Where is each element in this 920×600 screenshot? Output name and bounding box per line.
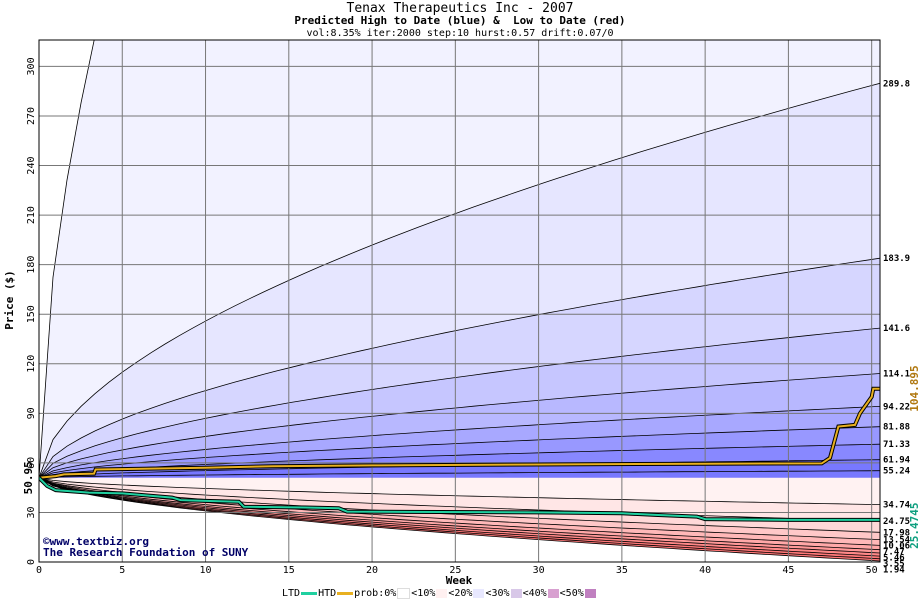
- high-curve-7: [39, 443, 880, 479]
- legend-swatch-10: [436, 589, 448, 598]
- legend-bin-30: <30%: [485, 588, 510, 599]
- legend-ltd-label: LTD: [282, 588, 301, 599]
- low-percentile-label: 24.75: [883, 517, 910, 527]
- y-tick-label: 120: [26, 355, 37, 373]
- chart-subtitle: Predicted High to Date (blue) & Low to D…: [294, 14, 626, 27]
- low-percentile-label: 3.55: [883, 560, 905, 570]
- low-percentile-label: 34.74: [883, 501, 911, 511]
- chart-title: Tenax Therapeutics Inc - 2007: [346, 1, 574, 16]
- low-band-5: [39, 477, 880, 550]
- y-tick-label: 60: [26, 457, 37, 469]
- x-tick-label: 10: [200, 565, 212, 576]
- ltd-final-label: 25.4745: [908, 502, 920, 548]
- x-tick-label: 30: [533, 565, 545, 576]
- y-tick-label: 300: [26, 57, 37, 75]
- high-band-9: [39, 470, 880, 478]
- low-curve-8: [39, 477, 880, 560]
- high-percentile-label: 61.94: [883, 456, 911, 466]
- y-axis-label: Price ($): [3, 270, 16, 330]
- x-tick-label: 0: [36, 565, 42, 576]
- high-percentile-label: 141.6: [883, 324, 910, 334]
- high-percentile-label: 55.24: [883, 467, 911, 477]
- low-curve-6: [39, 477, 880, 554]
- legend-prob-label: prob:0%: [354, 588, 397, 599]
- y-tick-label: 150: [26, 305, 37, 323]
- high-percentile-label: 289.8: [883, 79, 910, 89]
- x-tick-label: 45: [782, 565, 794, 576]
- credit-url: ©www.textbiz.org: [43, 535, 149, 548]
- low-curve-2: [39, 477, 880, 533]
- percentile-bands: [39, 40, 880, 562]
- high-percentile-label: 94.22: [883, 402, 910, 412]
- htd-series-line: [39, 387, 880, 479]
- legend-bin-50: <50%: [559, 588, 584, 599]
- legend-swatch-50: [584, 589, 596, 598]
- x-tick-label: 20: [366, 565, 378, 576]
- legend-bin-20: <20%: [448, 588, 473, 599]
- low-curve-9: [39, 477, 880, 562]
- legend-htd-line: [337, 592, 354, 595]
- low-percentile-label: 7.47: [883, 548, 905, 558]
- low-band-2: [39, 477, 880, 533]
- low-curve-0: [39, 477, 880, 505]
- credit-organization: The Research Foundation of SUNY: [43, 546, 249, 559]
- x-tick-label: 5: [119, 565, 125, 576]
- high-curve-2: [39, 257, 880, 479]
- percentile-labels: 289.8 183.9 141.6 114.1 94.22 81.88 71.33 61.94…: [22, 79, 920, 575]
- x-tick-label: 15: [283, 565, 295, 576]
- low-percentile-label: 10.06: [883, 542, 910, 552]
- high-percentile-label: 114.1: [883, 370, 910, 380]
- x-tick-label: 50: [866, 565, 878, 576]
- low-curve-5: [39, 477, 880, 551]
- x-tick-label: 35: [616, 565, 628, 576]
- legend: LTD HTD prob:0% <10% <20% <30% <40% <50%: [282, 587, 597, 600]
- legend-htd-label: HTD: [318, 588, 337, 599]
- high-curve-9: [39, 470, 880, 479]
- low-curve-4: [39, 477, 880, 546]
- ltd-series-line: [39, 477, 880, 521]
- y-tick-label: 240: [26, 157, 37, 175]
- legend-ltd-line: [301, 592, 318, 595]
- low-percentile-label: 1.94: [883, 566, 905, 576]
- low-curve-1: [39, 477, 880, 522]
- legend-swatch-0: [397, 588, 411, 599]
- y-tick-label: 0: [26, 559, 37, 565]
- low-band-0: [39, 477, 880, 505]
- high-curve-6: [39, 426, 880, 479]
- legend-swatch-40: [547, 589, 559, 598]
- low-curve-7: [39, 477, 880, 557]
- low-band-4: [39, 477, 880, 546]
- y-tick-label: 90: [26, 407, 37, 419]
- high-curve-4: [39, 373, 880, 479]
- chart-parameters: vol:8.35% iter:2000 step:10 hurst:0.57 d…: [306, 28, 614, 39]
- plot-frame: [38, 39, 881, 563]
- low-band-1: [39, 477, 880, 522]
- high-curve-1: [39, 82, 880, 478]
- x-tick-label: 25: [449, 565, 461, 576]
- y-tick-label: 180: [26, 256, 37, 274]
- legend-swatch-30: [510, 589, 522, 598]
- start-price-label: 50.95: [22, 461, 35, 494]
- y-tick-label: 30: [26, 506, 37, 518]
- low-percentile-label: 5.46: [883, 554, 905, 564]
- series-lines: [39, 386, 880, 522]
- low-percentile-label: 13.54: [883, 536, 911, 546]
- axis-ticks: 0 5 10 15 20 25 30 35 40 45 50 0 30 60 90 120 150 180 210 2…: [26, 57, 878, 576]
- legend-swatch-20: [473, 589, 485, 598]
- high-curve-3: [39, 327, 880, 479]
- plot-border: [38, 39, 881, 563]
- x-axis-label: Week: [446, 574, 473, 587]
- legend-bin-10: <10%: [411, 588, 436, 599]
- high-percentile-label: 81.88: [883, 423, 910, 433]
- x-tick-label: 40: [699, 565, 711, 576]
- low-percentile-label: 17.98: [883, 528, 910, 538]
- high-percentile-label: 183.9: [883, 254, 910, 264]
- high-percentile-label: 71.33: [883, 440, 910, 450]
- y-tick-label: 210: [26, 206, 37, 224]
- htd-final-label: 104.895: [908, 365, 920, 411]
- y-tick-label: 270: [26, 107, 37, 125]
- legend-bin-40: <40%: [522, 588, 547, 599]
